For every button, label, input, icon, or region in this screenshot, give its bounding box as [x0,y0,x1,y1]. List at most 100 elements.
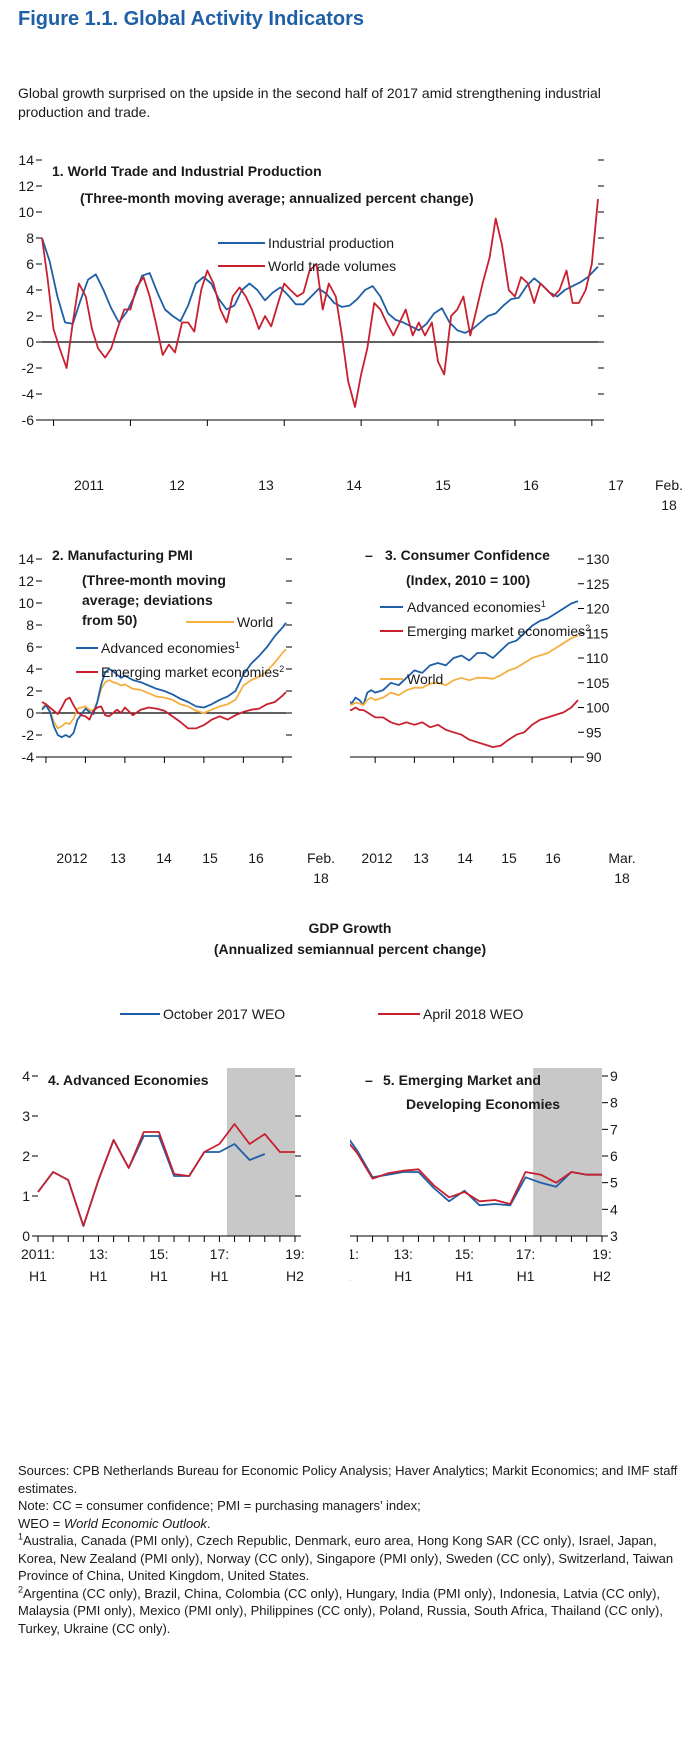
x-tick-label: H1 [350,1268,351,1284]
x-tick-label: 13: [393,1246,412,1262]
series-line-advanced-economies [41,622,287,739]
series-lines [350,1138,602,1207]
x-tick-label: H1 [455,1268,473,1284]
y-tick-label: 105 [586,675,610,691]
x-tick-label: 15 [501,850,517,866]
y-tick-label: 125 [586,576,610,592]
chart-gdp-emerging-developing: 3 4 5 6 7 8 9 – 5. Emerging Market and Develop… [350,1068,618,1284]
legend-label-emerging: Emerging market economies2 [101,664,284,680]
series-line-emerging-market-economies [350,699,579,748]
y-tick-label: 8 [610,1095,618,1111]
x-tick-label: 18 [614,870,630,886]
y-axis-ticks: 3 4 5 6 7 8 9 [356,1068,618,1244]
x-tick-labels: 2011: H1 13: H1 15: H1 17: H1 19: H2 [350,1246,612,1284]
chart-gdp-advanced-economies: 0 1 2 3 4 4. Advanced Economies 2011: H1 13: H1… [21,1068,305,1284]
x-tick-label: H1 [210,1268,228,1284]
panel-title-dash: – [365,547,373,563]
series-lines [41,622,287,739]
panel-title-dash: – [365,1072,373,1088]
x-tick-label: 13: [89,1246,108,1262]
legend-label-world: World [407,671,443,687]
y-tick-label: -4 [22,749,35,765]
x-tick-label: 16 [523,477,539,493]
y-tick-label: 7 [610,1121,618,1137]
gdp-heading-title: GDP Growth [308,920,392,936]
x-tick-label: 2012 [361,850,392,866]
panel-title-line2: Developing Economies [406,1096,560,1112]
series-line-world [350,634,579,706]
x-tick-label: 13 [258,477,274,493]
x-tick-label: Feb. [655,477,683,493]
x-tick-label: 17: [210,1246,229,1262]
y-axis-ticks: -6 -4 -2 0 2 4 6 8 10 12 14 [18,152,604,428]
footnote-1: 1Australia, Canada (PMI only), Czech Rep… [18,1531,674,1583]
x-tick-label: H1 [29,1268,47,1284]
projection-shading [533,1068,602,1236]
legend-label-industrial-production: Industrial production [268,235,394,251]
y-tick-label: -4 [22,386,35,402]
panel-title: 3. Consumer Confidence [385,547,550,563]
x-tick-label: 16 [248,850,264,866]
x-tick-label: 2011 [74,477,104,493]
y-tick-label: 14 [18,551,34,567]
gdp-growth-heading: GDP Growth (Annualized semiannual percen… [0,918,700,960]
x-tick-label: 13 [110,850,126,866]
y-tick-label: 95 [586,724,602,740]
y-tick-label: 8 [26,230,34,246]
series-line-world [41,648,287,730]
y-tick-label: 90 [586,749,602,765]
panel-title: 2. Manufacturing PMI [52,547,193,563]
x-tick-label: H1 [90,1268,108,1284]
y-tick-label: 3 [610,1228,618,1244]
x-tick-label: 14 [156,850,172,866]
panel-subtitle: average; deviations [82,592,213,608]
x-tick-label: Mar. [608,850,635,866]
y-tick-label: 100 [586,700,610,716]
x-tick-label: 19: [592,1246,611,1262]
panel-title: 5. Emerging Market and [383,1072,541,1088]
x-tick-label: 15 [435,477,451,493]
x-tick-label: 2012 [56,850,87,866]
x-tick-label: 15: [455,1246,474,1262]
series-line-advanced-economies [350,600,579,706]
y-tick-label: 115 [586,625,609,641]
figure-subtitle: Global growth surprised on the upside in… [18,85,601,120]
y-tick-label: 6 [26,256,34,272]
series-lines [37,1123,295,1227]
legend-label-april-2018-weo: April 2018 WEO [423,1006,523,1022]
legend-label-october-2017-weo: October 2017 WEO [163,1006,285,1022]
y-tick-label: 6 [610,1148,618,1164]
y-tick-label: 2 [26,683,34,699]
x-tick-labels: 2011: H1 13: H1 15: H1 17: H1 19: H2 [21,1246,305,1284]
x-tick-label: 12 [169,477,185,493]
y-tick-label: -2 [22,360,35,376]
series-line-april-2018-weo [37,1123,295,1227]
y-tick-label: 12 [18,573,34,589]
x-tick-label: 18 [313,870,329,886]
y-axis-ticks: 90 95 100 105 110 115 120 125 130 [374,551,610,765]
chart-consumer-confidence: 90 95 100 105 110 115 120 125 130 – 3. Consumer … [350,547,636,886]
y-tick-label: 4 [610,1201,618,1217]
x-tick-label: Feb. [307,850,335,866]
x-tick-label: H1 [517,1268,535,1284]
figure-notes: Sources: CPB Netherlands Bureau for Econ… [18,1462,682,1637]
series-line-emerging-market-economies [41,691,287,730]
y-tick-label: 12 [18,178,34,194]
sources-note: Sources: CPB Netherlands Bureau for Econ… [18,1463,678,1496]
x-tick-label: H2 [286,1268,304,1284]
x-tick-label: 15: [149,1246,168,1262]
y-axis-ticks: 0 1 2 3 4 [22,1068,301,1244]
x-tick-label: H1 [150,1268,168,1284]
x-tick-label: 17 [608,477,624,493]
y-tick-label: 4 [22,1068,30,1084]
abbrev-note: Note: CC = consumer confidence; PMI = pu… [18,1498,421,1513]
y-tick-label: 14 [18,152,34,168]
y-tick-label: 0 [26,334,34,350]
legend-label-world-trade: World trade volumes [268,258,396,274]
y-tick-label: 4 [26,661,34,677]
gdp-heading-subtitle: (Annualized semiannual percent change) [213,941,487,957]
legend-label-world: World [237,614,273,630]
panel-subtitle: (Three-month moving average; annualized … [80,190,474,206]
series-line-world-trade-volumes [41,198,599,408]
y-axis-ticks: -4 -2 0 2 4 6 8 10 12 14 [18,551,292,765]
